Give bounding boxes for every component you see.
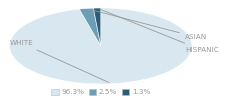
Wedge shape (93, 8, 101, 46)
Wedge shape (79, 8, 101, 46)
Wedge shape (10, 8, 192, 84)
Legend: 96.3%, 2.5%, 1.3%: 96.3%, 2.5%, 1.3% (48, 86, 153, 98)
Text: ASIAN: ASIAN (89, 9, 207, 40)
Text: HISPANIC: HISPANIC (100, 9, 219, 53)
Text: WHITE: WHITE (10, 40, 109, 83)
